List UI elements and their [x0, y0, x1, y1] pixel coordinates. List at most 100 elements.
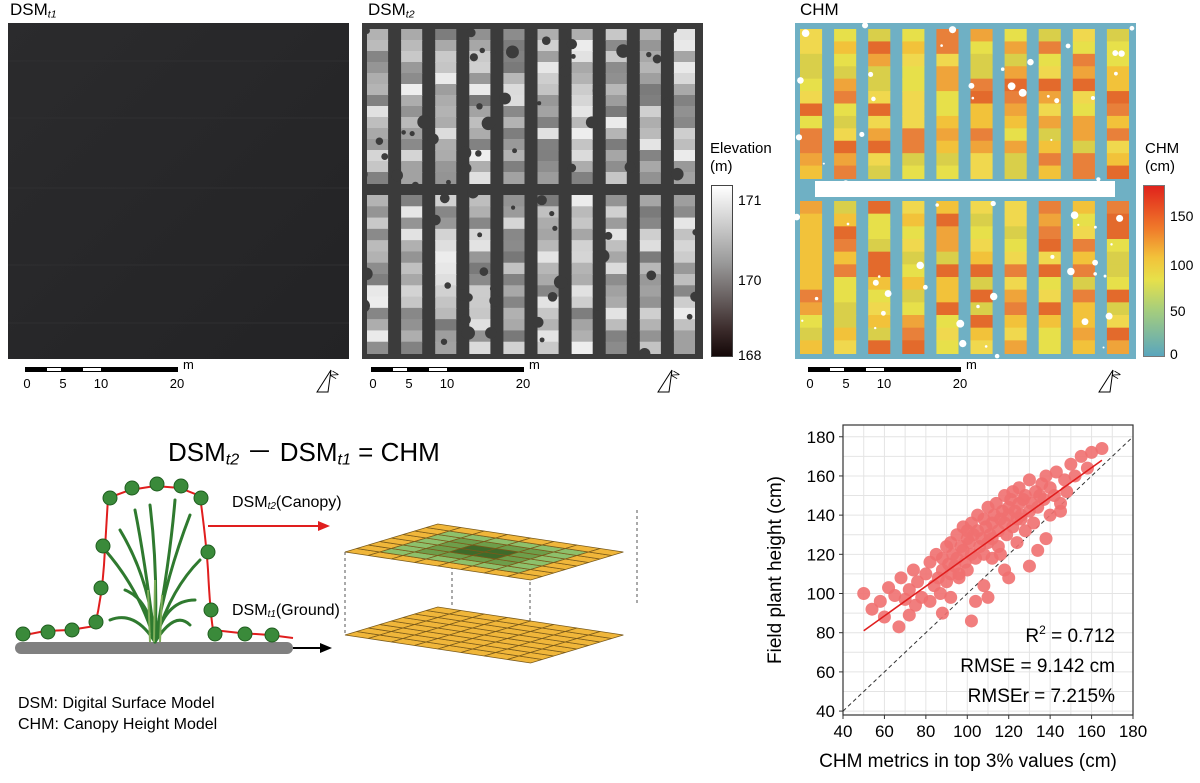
chm-plot-cell [800, 201, 823, 215]
chm-plot-cell [800, 53, 823, 68]
data-point [1049, 465, 1063, 479]
chm-gap [940, 44, 943, 47]
dsm-t2-plot-cell [537, 150, 559, 162]
dsm-t2-gap [391, 169, 403, 182]
chm-colorbar [1143, 185, 1165, 357]
dsm-t2-gap [541, 36, 551, 45]
dsm-t2-plot-cell [469, 240, 491, 253]
chm-plot-cell [834, 340, 857, 354]
chm-plot-cell [1004, 264, 1027, 278]
chm-plot-cell [868, 53, 891, 68]
dsm-t2-gap [362, 298, 370, 313]
data-point [1018, 524, 1032, 538]
dsm-t2-gap [670, 25, 678, 34]
dsm-t2-plot-cell [367, 62, 389, 74]
chm-plot-cell [1072, 153, 1095, 167]
chm-plot-cell [1106, 289, 1129, 304]
chm-plot-cell [800, 289, 823, 304]
canopy-points [15, 476, 280, 643]
chm-plot-cell [834, 315, 857, 329]
dsm-t2-plot-cell [639, 285, 661, 298]
dsm-t2-plot-cell [639, 262, 661, 275]
dsm-t2-plot-cell [435, 106, 457, 118]
dsm-t2-plot-cell [401, 217, 423, 230]
dsm-t2-plot-cell [571, 172, 593, 184]
dsm-t2-plot-cell [503, 172, 525, 184]
chm-plot-cell [936, 327, 959, 342]
dsm-t2-plot-cell [571, 106, 593, 118]
chm-plot-cell [1106, 264, 1129, 278]
data-point [1027, 516, 1041, 530]
dsm-t2-gap [362, 267, 373, 281]
dsm-t2-plot-cell [605, 172, 627, 184]
x-tick-label: 140 [1036, 722, 1064, 741]
chm-plot-cell [868, 251, 891, 266]
data-point [1037, 492, 1051, 506]
dsm-t2-plot-cell [435, 62, 457, 74]
chm-gap [990, 200, 996, 207]
dsm-t2-gap [489, 285, 496, 292]
chm-gap [1116, 214, 1124, 222]
dsm-t2-plot-cell [401, 274, 423, 287]
dsm-t2-plot-cell [401, 341, 423, 354]
chm-plot-cell [970, 91, 993, 105]
dsm-t2-plot-cell [469, 84, 491, 96]
chm-plot-cell [1004, 213, 1027, 228]
dsm-t2-plot-cell [367, 296, 389, 309]
dsm-t2-plot-cell [503, 139, 525, 151]
dsm-t2-plot-cell [639, 161, 661, 173]
chm-plot-cell [834, 103, 857, 117]
dsm-t2-gap [526, 175, 531, 180]
dsm-t2-plot-cell [469, 139, 491, 151]
dsm-t2-plot-cell [537, 172, 559, 184]
dsm-t2-plot-cell [435, 206, 457, 219]
chm-plot-cell [1072, 41, 1095, 55]
chm-plot-cell [1004, 340, 1027, 354]
dsm-t2-plot-cell [503, 217, 525, 230]
chm-plot-cell [868, 277, 891, 291]
dsm-t2-gap [670, 167, 684, 181]
dsm-t2-plot-cell [673, 40, 695, 52]
dsm-t2-gap [599, 25, 605, 31]
chm-plot-cell [868, 140, 891, 155]
dsm-t2-gap [559, 65, 571, 77]
dsm-t2-plot-cell [571, 73, 593, 85]
dsm-t2-plot-cell [571, 84, 593, 96]
chm-plot-cell [1038, 165, 1061, 179]
elevation-colorbar [711, 185, 733, 357]
dsm-t2-plot-cell [435, 307, 457, 321]
dsm-t2-gap [570, 53, 576, 59]
data-point [911, 575, 925, 589]
chm-plot-cell [1072, 201, 1095, 215]
svg-text:N: N [1111, 369, 1123, 381]
chm-plot-cell [1106, 239, 1129, 253]
chm-title: CHM [800, 0, 839, 19]
chm-plot-cell [800, 340, 823, 354]
data-point [1022, 473, 1036, 487]
dsm-t2-plot-cell [503, 307, 525, 321]
chm-gap [797, 77, 804, 84]
dsm-t2-plot-cell [435, 95, 457, 107]
chm-gap [1114, 71, 1118, 76]
chm-plot-cell [970, 165, 993, 179]
dsm-t2-plot-cell [367, 95, 389, 107]
chm-plot-cell [834, 289, 857, 304]
dsm-t2-plot-cell [571, 274, 593, 287]
chm-plot-cell [1004, 226, 1027, 240]
dsm-t2-plot-cell [367, 206, 389, 219]
chm-plot-cell [834, 53, 857, 68]
dsm-t2-plot-cell [673, 262, 695, 275]
chm-plot-cell [902, 302, 925, 316]
dsm-t2-plot-cell [537, 29, 559, 41]
chm-scalebar: 0 5 10 20 m [806, 357, 977, 391]
chm-plot-cell [1004, 277, 1027, 291]
chm-plot-cell [936, 165, 959, 179]
dsm-t2-plot-cell [401, 195, 423, 208]
chm-plot-cell [834, 264, 857, 278]
dsm-t2-plot-cell [435, 262, 457, 275]
chm-plot-cell [1038, 340, 1061, 354]
dsm-t2-plot-cell [435, 73, 457, 85]
dsm-t2-gap [532, 316, 544, 328]
dsm-t2-plot-cell [537, 228, 559, 242]
dsm-t2-gap [461, 326, 475, 340]
